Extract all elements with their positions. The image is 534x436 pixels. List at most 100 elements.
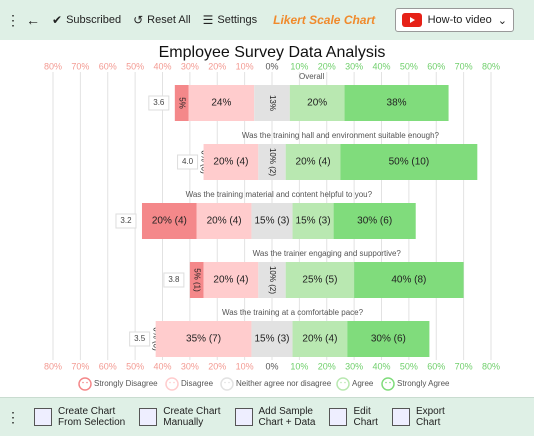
x-tick-label-bottom: 60%	[427, 361, 445, 371]
footer-label-line: Create Chart	[58, 406, 116, 417]
segment-label: 25% (5)	[302, 275, 337, 286]
x-tick-label-bottom: 50%	[400, 361, 418, 371]
top-toolbar: ⋮ ← ✔ Subscribed ↺ Reset All ☰ Settings Lik…	[0, 0, 534, 40]
settings-label: Settings	[217, 14, 258, 26]
segment-label: 50% (10)	[389, 157, 430, 168]
chart-title: Employee Survey Data Analysis	[159, 44, 386, 61]
segment-label: 30% (6)	[357, 216, 392, 227]
footer-label-line: Manually	[163, 417, 204, 428]
bar-segment	[155, 321, 252, 357]
footer-label-line: Create Chart	[163, 406, 221, 417]
legend-eye	[169, 381, 171, 384]
video-button[interactable]: How-to video ⌄	[394, 8, 514, 32]
bar-segment	[203, 144, 259, 180]
footer-button[interactable]: Add Sample Chart + Data	[234, 406, 316, 428]
legend-label: Disagree	[181, 379, 214, 388]
bar-segment	[285, 144, 341, 180]
footer-button[interactable]: Export Chart	[391, 406, 445, 428]
reset-button[interactable]: ↺ Reset All	[133, 13, 191, 27]
segment-label: 10% (2)	[268, 148, 277, 176]
category-label: Was the trainer engaging and supportive?	[253, 249, 402, 258]
segment-label: 35% (7)	[186, 334, 221, 345]
reset-label: Reset All	[147, 14, 191, 26]
segment-label: 15% (3)	[254, 216, 289, 227]
bar-segment	[333, 203, 416, 239]
segment-label: 20% (4)	[213, 275, 248, 286]
bar-segment	[188, 85, 255, 121]
footer-icon	[391, 408, 410, 426]
x-tick-label-bottom: 30%	[181, 361, 199, 371]
bar-segment	[347, 321, 430, 357]
footer-label-line: Chart	[353, 417, 378, 428]
segment-label: 20% (4)	[302, 334, 337, 345]
footer-button[interactable]: Create Chart From Selection	[34, 406, 125, 428]
mean-box	[177, 154, 199, 170]
x-tick-label-bottom: 60%	[99, 361, 117, 371]
subscribed-label: Subscribed	[66, 14, 122, 26]
footer-label: Create Chart From Selection	[58, 406, 125, 428]
mean-label: 4.0	[182, 157, 194, 166]
category-label: Was the training material and content he…	[186, 190, 373, 199]
footer-label-line: Add Sample	[258, 406, 313, 417]
segment-label: 20% (4)	[207, 216, 242, 227]
footer-icon	[34, 408, 52, 426]
x-tick-label: 30%	[345, 61, 363, 71]
segment-label: 13%	[268, 95, 277, 111]
x-tick-label: 10%	[236, 61, 254, 71]
x-tick-label-bottom: 30%	[345, 361, 363, 371]
segment-label: 10% (2)	[268, 266, 277, 294]
legend-eye	[385, 381, 387, 384]
x-tick-label-bottom: 20%	[208, 361, 226, 371]
segment-label: 38%	[387, 98, 407, 109]
segment-label: 20% (4)	[152, 216, 187, 227]
menu-icon[interactable]: ⋮	[6, 11, 20, 28]
legend-eye	[82, 381, 84, 384]
footer-label: Create Chart Manually	[163, 406, 220, 428]
footer-label: Edit Chart	[353, 406, 377, 428]
subscribed-button[interactable]: ✔ Subscribed	[52, 13, 122, 27]
segment-label: 30% (6)	[371, 334, 406, 345]
x-tick-label: 20%	[208, 61, 226, 71]
x-tick-label-bottom: 40%	[372, 361, 390, 371]
x-tick-label: 10%	[290, 61, 308, 71]
x-tick-label: 70%	[71, 61, 89, 71]
legend-item: Disagree	[165, 377, 214, 391]
legend-icon	[336, 377, 350, 391]
back-button[interactable]: ←	[26, 12, 40, 28]
legend-icon	[220, 377, 234, 391]
x-tick-label-bottom: 50%	[126, 361, 144, 371]
legend-eye	[173, 381, 175, 384]
bar-segment	[285, 262, 355, 298]
legend-icon	[381, 377, 395, 391]
footer-label-line: From Selection	[58, 417, 126, 428]
bar-segment	[292, 321, 348, 357]
app-title: Likert Scale Chart	[273, 13, 376, 27]
mean-box	[129, 331, 151, 347]
bar-segment	[254, 85, 290, 121]
bar-segment	[251, 321, 293, 357]
legend-label: Neither agree nor disagree	[236, 379, 332, 388]
x-tick-label-bottom: 10%	[236, 361, 254, 371]
bar-segment	[289, 85, 345, 121]
footer-button[interactable]: Create Chart Manually	[139, 406, 221, 428]
youtube-icon	[401, 13, 422, 27]
mean-box	[115, 213, 137, 229]
bar-segment	[292, 203, 334, 239]
x-tick-label: 0%	[265, 61, 278, 71]
menu-icon[interactable]: ⋮	[6, 408, 20, 425]
x-tick-label-bottom: 20%	[318, 361, 336, 371]
legend-label: Agree	[352, 379, 374, 388]
footer-label-line: Chart + Data	[258, 417, 316, 428]
legend-item: Strongly Disagree	[78, 377, 158, 391]
bar-segment	[258, 262, 286, 298]
footer-icon	[234, 408, 253, 426]
x-tick-label: 20%	[318, 61, 336, 71]
bar-segment	[251, 203, 293, 239]
legend-item: Strongly Agree	[381, 377, 450, 391]
footer-label-line: Chart	[415, 417, 441, 428]
footer-button[interactable]: Edit Chart	[329, 406, 378, 428]
settings-button[interactable]: ☰ Settings	[202, 13, 258, 27]
segment-label: 15% (3)	[296, 216, 331, 227]
category-label: Was the training hall and environment su…	[242, 131, 440, 140]
legend-item: Neither agree nor disagree	[220, 377, 332, 391]
